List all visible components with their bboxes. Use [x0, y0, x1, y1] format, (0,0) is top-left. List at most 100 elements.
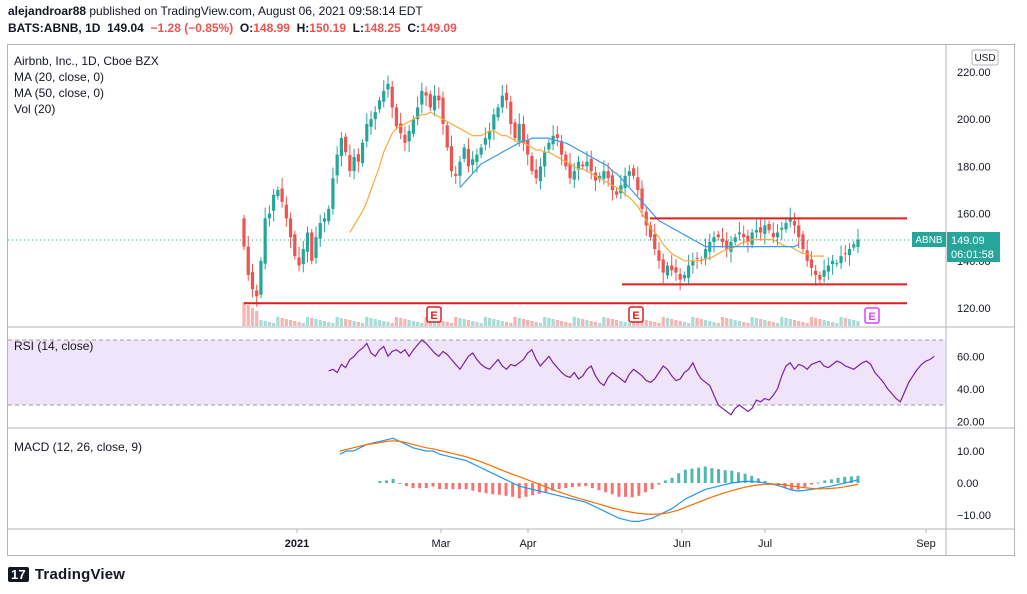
candle-body[interactable]	[636, 177, 640, 190]
candle-body[interactable]	[792, 221, 797, 226]
candle-body[interactable]	[593, 172, 598, 181]
candle-body[interactable]	[255, 290, 259, 297]
candle-body[interactable]	[475, 154, 479, 163]
candle-body[interactable]	[242, 218, 246, 247]
candle-body[interactable]	[572, 171, 576, 180]
candle-body[interactable]	[538, 166, 543, 182]
candle-body[interactable]	[716, 234, 720, 238]
candle-body[interactable]	[581, 164, 585, 167]
candle-body[interactable]	[737, 232, 742, 235]
macd-axis[interactable]: 10.00 0.00 −10.00	[957, 446, 991, 522]
candle-body[interactable]	[466, 148, 471, 167]
candle-body[interactable]	[568, 163, 572, 179]
candle-body[interactable]	[339, 138, 343, 157]
candle-body[interactable]	[263, 218, 267, 264]
candle-body[interactable]	[369, 119, 373, 127]
candle-body[interactable]	[543, 152, 547, 167]
candle-body[interactable]	[390, 86, 394, 108]
candle-body[interactable]	[534, 169, 538, 179]
candle-body[interactable]	[526, 139, 530, 155]
candle-body[interactable]	[496, 107, 500, 118]
candle-body[interactable]	[602, 171, 606, 179]
candle-body[interactable]	[657, 250, 661, 261]
candle-body[interactable]	[547, 142, 551, 150]
candle-body[interactable]	[462, 147, 466, 159]
candle-body[interactable]	[513, 122, 517, 139]
candle-body[interactable]	[703, 249, 708, 260]
candle-body[interactable]	[818, 274, 822, 280]
candle-body[interactable]	[598, 175, 602, 180]
candle-body[interactable]	[344, 136, 348, 153]
candle-body[interactable]	[382, 90, 386, 102]
candle-body[interactable]	[335, 154, 339, 176]
candle-body[interactable]	[589, 158, 593, 172]
candle-body[interactable]	[682, 274, 686, 279]
candle-body[interactable]	[411, 119, 415, 134]
candle-body[interactable]	[310, 232, 314, 261]
candle-body[interactable]	[725, 240, 729, 249]
candle-body[interactable]	[788, 218, 792, 222]
candle-body[interactable]	[488, 131, 492, 140]
candle-body[interactable]	[280, 188, 284, 202]
candle-body[interactable]	[623, 175, 627, 189]
candle-body[interactable]	[843, 253, 847, 255]
candle-body[interactable]	[267, 213, 272, 219]
candle-body[interactable]	[856, 239, 860, 248]
candle-body[interactable]	[775, 232, 780, 238]
candle-body[interactable]	[780, 227, 784, 230]
candle-body[interactable]	[674, 267, 678, 273]
candle-body[interactable]	[839, 256, 843, 264]
candle-body[interactable]	[585, 161, 589, 167]
time-axis[interactable]: 2021 Mar Apr Jun Jul Sep	[285, 529, 936, 550]
candle-body[interactable]	[559, 140, 564, 155]
candle-body[interactable]	[454, 173, 458, 176]
candle-body[interactable]	[610, 175, 614, 190]
candle-body[interactable]	[246, 246, 250, 275]
candle-body[interactable]	[564, 154, 568, 167]
candle-body[interactable]	[801, 234, 805, 249]
candle-body[interactable]	[852, 244, 856, 248]
candle-body[interactable]	[631, 168, 636, 176]
candle-body[interactable]	[356, 154, 360, 162]
rsi-legend[interactable]: RSI (14, close)	[14, 339, 93, 353]
candle-body[interactable]	[750, 232, 754, 245]
earnings-marker[interactable]	[426, 306, 442, 323]
candle-body[interactable]	[517, 123, 521, 141]
candle-body[interactable]	[555, 134, 559, 139]
candle-body[interactable]	[331, 178, 335, 209]
candle-body[interactable]	[297, 257, 301, 266]
rsi-axis[interactable]: 20.00 40.00 60.00	[957, 351, 985, 428]
candle-body[interactable]	[767, 223, 771, 231]
ma50-legend[interactable]: MA (50, close, 0)	[14, 86, 104, 100]
candle-body[interactable]	[288, 218, 293, 238]
vol-legend[interactable]: Vol (20)	[14, 102, 55, 116]
candle-body[interactable]	[276, 190, 280, 197]
candle-body[interactable]	[771, 232, 775, 238]
ma20-legend[interactable]: MA (20, close, 0)	[14, 70, 104, 84]
candle-body[interactable]	[814, 270, 818, 275]
candle-body[interactable]	[627, 171, 631, 176]
candle-body[interactable]	[678, 274, 682, 280]
candle-body[interactable]	[805, 250, 809, 261]
candle-body[interactable]	[305, 232, 310, 252]
candle-body[interactable]	[759, 227, 763, 233]
candle-body[interactable]	[403, 134, 407, 143]
candle-body[interactable]	[386, 83, 390, 90]
candle-body[interactable]	[483, 138, 487, 145]
candle-body[interactable]	[348, 155, 352, 172]
candle-body[interactable]	[691, 260, 695, 266]
candle-body[interactable]	[373, 112, 377, 120]
candle-body[interactable]	[428, 94, 432, 108]
candle-body[interactable]	[826, 265, 830, 272]
earnings-marker[interactable]	[864, 307, 880, 324]
candle-body[interactable]	[606, 171, 610, 179]
candle-body[interactable]	[449, 146, 454, 172]
candle-body[interactable]	[644, 211, 648, 226]
candle-body[interactable]	[712, 237, 716, 242]
candle-body[interactable]	[365, 123, 369, 142]
candle-body[interactable]	[327, 208, 331, 222]
candles[interactable]	[242, 75, 860, 307]
candle-body[interactable]	[360, 142, 365, 164]
